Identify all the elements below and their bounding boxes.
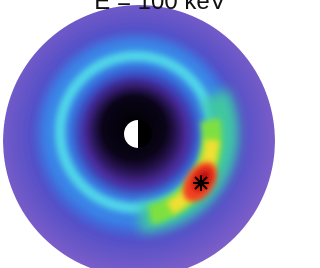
title: E = 100 keV xyxy=(94,0,225,15)
figure: E = 100 keV xyxy=(0,0,278,268)
marker xyxy=(193,175,209,191)
